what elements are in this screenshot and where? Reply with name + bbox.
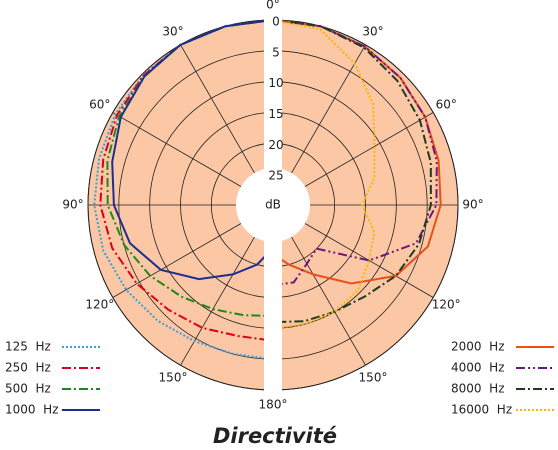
angle-tick-label: 30° [162,24,183,38]
angle-tick-label: 150° [159,371,188,385]
grid-spoke [304,112,434,187]
r-tick-label: 15 [268,107,283,121]
angle-tick-label: 90° [462,198,483,212]
angle-tick-label: 120° [432,298,461,312]
legend-label: 8000 Hz [451,382,505,396]
legend-label: 125 Hz [5,340,51,354]
r-tick-label: 10 [268,76,283,90]
angle-tick-label: 120° [85,298,114,312]
r-tick-label: 0 [272,15,280,29]
response-curve [272,19,438,287]
angle-tick-label: 60° [89,98,110,112]
response-curve [272,19,432,324]
grid-spoke [291,236,366,366]
response-curve [99,19,274,342]
angle-tick-label: 150° [359,371,388,385]
r-tick-label: 25 [268,169,283,183]
legend-label: 500 Hz [5,382,51,396]
angle-tick-label: 90° [62,198,83,212]
response-curve [272,19,376,330]
grid-spoke [180,44,255,174]
angle-tick-label: 180° [259,398,288,412]
chart-title: Directivité [213,424,337,448]
angle-tick-label: 0° [266,0,280,12]
r-tick-label: 5 [272,45,280,59]
center-hole [236,168,310,242]
angle-tick-label: 60° [436,98,457,112]
legend-label: 16000 Hz [451,403,512,417]
grid-spoke [304,223,434,298]
r-tick-label: 20 [268,138,283,152]
grid-spoke [112,223,242,298]
grid-spoke [180,236,255,366]
legend-label: 4000 Hz [451,361,505,375]
grid-spoke [112,112,242,187]
grid-spoke [291,44,366,174]
legend-label: 250 Hz [5,361,51,375]
legend-label: 1000 Hz [5,403,59,417]
radial-axis-label: dB [265,198,281,212]
angle-tick-label: 30° [362,24,383,38]
response-curve [106,19,274,317]
legend-label: 2000 Hz [451,340,505,354]
response-curve [111,19,274,281]
